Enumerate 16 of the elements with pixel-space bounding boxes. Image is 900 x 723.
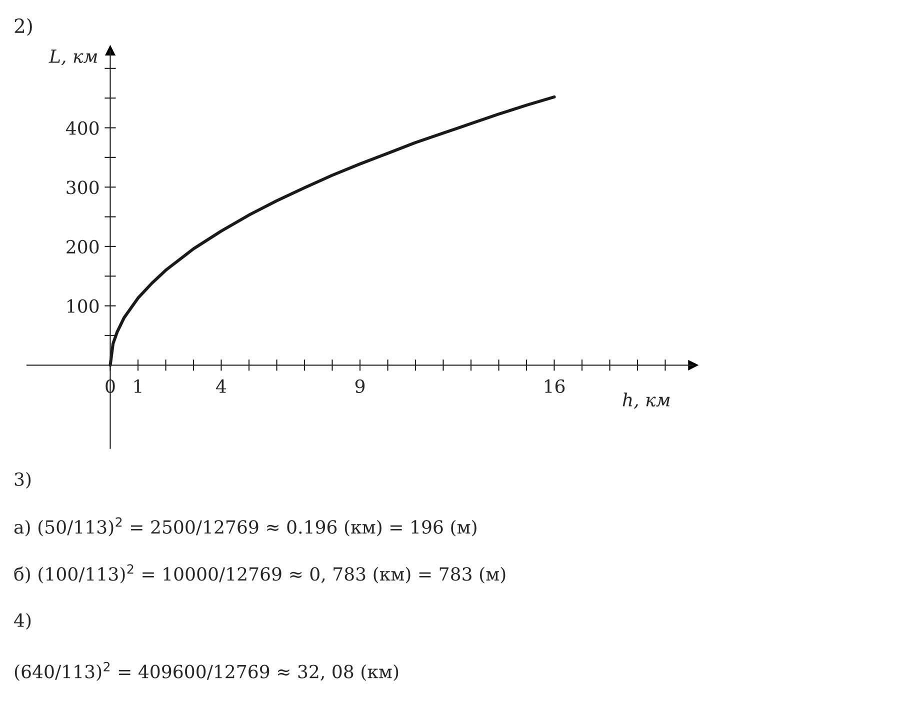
x-tick-label: 16 — [544, 379, 565, 394]
x-tick-label: 4 — [216, 379, 226, 393]
x-tick-label: 9 — [355, 379, 365, 394]
x-axis-title: h, км — [622, 392, 670, 409]
x-tick-label: 1 — [134, 379, 142, 393]
y-tick-label: 100 — [68, 299, 99, 313]
chart-title: 2) — [14, 18, 32, 36]
text: а) (50/113)$^{2}$ = 2500/12769 ≈ 0.196 (км) = 196 (м) — [14, 517, 476, 536]
y-tick-label: 400 — [66, 121, 99, 135]
text: 4) — [14, 613, 31, 630]
y-axis-title: L, км — [48, 50, 98, 66]
text: 3) — [14, 472, 31, 489]
text: (640/113)$^{2}$ = 409600/12769 ≈ 32, 08 (км) — [14, 662, 398, 681]
y-tick-label: 200 — [66, 240, 99, 254]
text: б) (100/113)$^{2}$ = 10000/12769 ≈ 0, 783 (км) = 783 (м) — [14, 564, 506, 584]
y-tick-label: 300 — [66, 180, 99, 194]
